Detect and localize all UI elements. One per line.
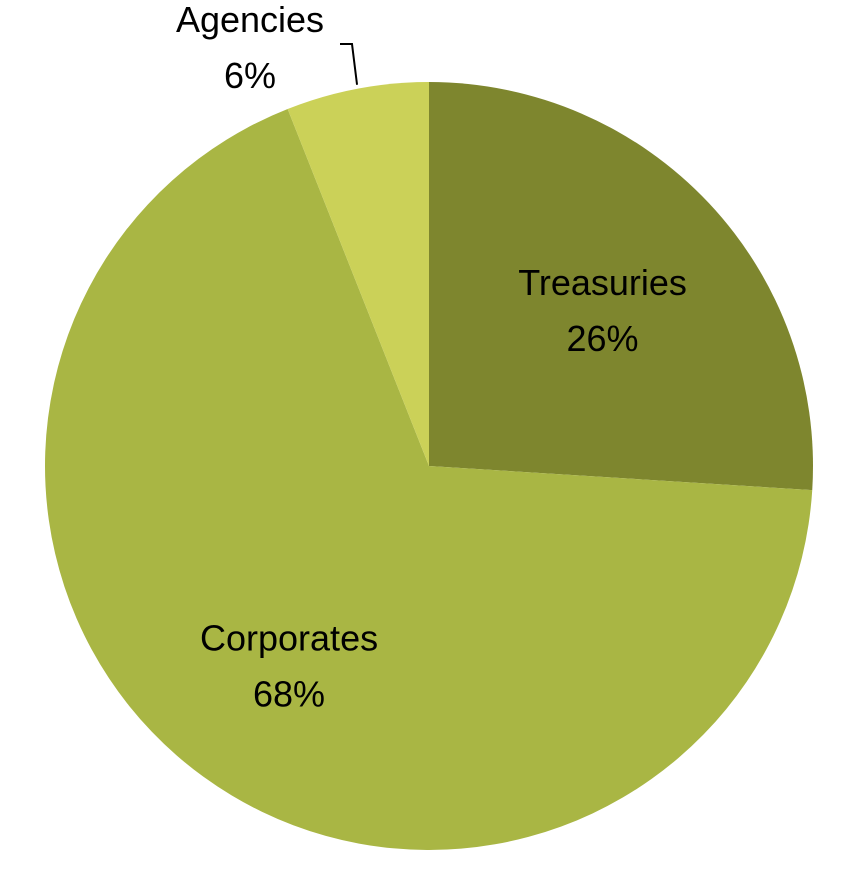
slice-labels: Treasuries 26% Corporates 68% Agencies 6%: [176, 0, 687, 715]
slice-label-corporates: Corporates: [200, 618, 378, 659]
pie-slice-corporates: [45, 108, 813, 851]
slice-label-agencies: Agencies: [176, 0, 324, 40]
pie-slice-treasuries: [429, 82, 813, 491]
leader-line-agencies: [340, 43, 359, 85]
slice-percent-agencies: 6%: [224, 55, 276, 96]
pie-slice-agencies: [287, 82, 429, 466]
slice-percent-corporates: 68%: [253, 674, 325, 715]
slice-label-treasuries: Treasuries: [518, 262, 687, 303]
slice-percent-treasuries: 26%: [567, 318, 639, 359]
leader-lines: [340, 43, 359, 85]
slices-layer: [45, 82, 813, 851]
